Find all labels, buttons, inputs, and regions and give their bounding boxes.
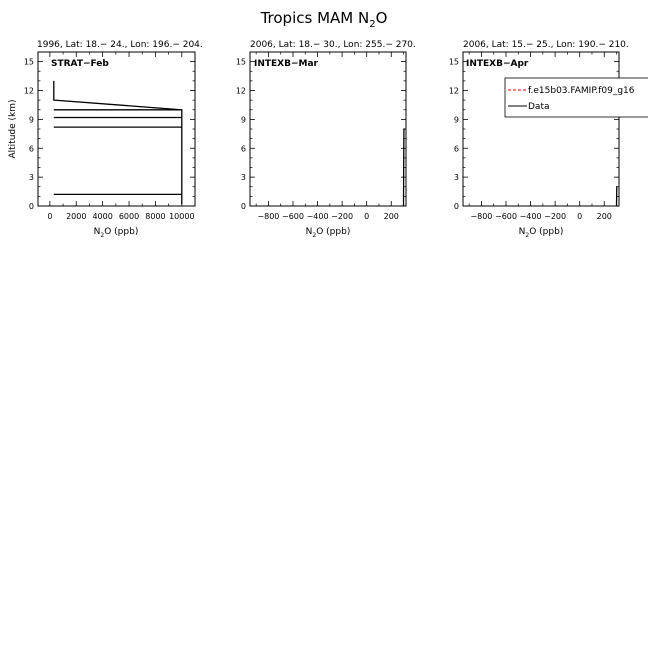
x-axis-label-subscript: 2	[312, 232, 316, 239]
y-tick-label: 12	[449, 87, 459, 96]
page-title-main: Tropics MAM N	[260, 9, 370, 27]
chart-panel-intexb-mar: 2006, Lat: 18.− 30., Lon: 255.− 270. INT…	[236, 40, 416, 239]
y-tick-label: 15	[236, 58, 246, 67]
panel-title: 2006, Lat: 18.− 30., Lon: 255.− 270.	[250, 40, 416, 50]
plot-frame	[249, 51, 407, 207]
panel-label: STRAT−Feb	[51, 59, 109, 69]
data-profile-line	[402, 128, 405, 207]
x-axis-label: N2O (ppb)	[306, 227, 351, 239]
page-title-subscript: 2	[369, 19, 375, 30]
x-tick-label: 0	[47, 212, 52, 221]
x-tick-label: −800	[470, 212, 492, 221]
y-tick-label: 0	[241, 202, 246, 211]
chart-panel-strat-feb: 1996, Lat: 18.− 24., Lon: 196.− 204. STR…	[8, 40, 203, 239]
x-tick-label: −400	[520, 212, 542, 221]
y-tick-label: 3	[454, 173, 459, 182]
data-profile-line	[53, 80, 183, 205]
x-tick-label: 4000	[92, 212, 112, 221]
x-tick-label: 6000	[119, 212, 139, 221]
y-tick-label: 9	[454, 115, 459, 124]
legend-box	[504, 77, 648, 118]
x-axis-label-subscript: 2	[525, 232, 529, 239]
y-tick-label: 15	[449, 58, 459, 67]
y-tick-label: 6	[29, 144, 34, 153]
y-tick-label: 3	[241, 173, 246, 182]
y-tick-label: 6	[241, 144, 246, 153]
x-axis-label-tail: O (ppb)	[316, 227, 350, 237]
chart-panel-intexb-apr: 2006, Lat: 15.− 25., Lon: 190.− 210. INT…	[449, 40, 629, 239]
y-tick-label: 15	[24, 58, 34, 67]
x-tick-label: −800	[257, 212, 279, 221]
x-tick-label: −400	[307, 212, 329, 221]
x-tick-label: 10000	[169, 212, 194, 221]
plot-frame	[37, 51, 196, 207]
legend-data-label: Data	[528, 102, 550, 112]
panel-label: INTEXB−Mar	[254, 59, 319, 69]
legend: f.e15b03.FAMIP.f09_g16 Data	[504, 77, 648, 118]
x-axis-label-tail: O (ppb)	[529, 227, 563, 237]
x-tick-label: −200	[331, 212, 353, 221]
y-tick-label: 0	[29, 202, 34, 211]
x-axis-label-subscript: 2	[100, 232, 104, 239]
x-tick-label: 0	[577, 212, 582, 221]
panel-title: 2006, Lat: 15.− 25., Lon: 190.− 210.	[463, 40, 629, 50]
x-tick-label: −200	[544, 212, 566, 221]
y-tick-label: 9	[29, 115, 34, 124]
panel-label: INTEXB−Apr	[466, 59, 529, 69]
page-title: Tropics MAM N2O	[260, 9, 388, 30]
page-title-tail: O	[376, 9, 388, 27]
x-axis-label: N2O (ppb)	[94, 227, 139, 239]
x-tick-label: 0	[364, 212, 369, 221]
x-axis-label-tail: O (ppb)	[104, 227, 138, 237]
x-tick-label: −600	[282, 212, 304, 221]
data-profile-line	[615, 186, 618, 207]
y-tick-label: 6	[454, 144, 459, 153]
x-tick-label: 8000	[145, 212, 165, 221]
x-axis-label: N2O (ppb)	[519, 227, 564, 239]
y-tick-label: 3	[29, 173, 34, 182]
plot-frame	[462, 51, 620, 207]
x-tick-label: 2000	[66, 212, 86, 221]
x-tick-label: 200	[384, 212, 399, 221]
panel-title: 1996, Lat: 18.− 24., Lon: 196.− 204.	[37, 40, 203, 50]
x-tick-label: −600	[495, 212, 517, 221]
legend-model-label: f.e15b03.FAMIP.f09_g16	[528, 86, 635, 96]
y-tick-label: 0	[454, 202, 459, 211]
x-tick-label: 200	[597, 212, 612, 221]
y-tick-label: 12	[24, 87, 34, 96]
y-tick-label: 12	[236, 87, 246, 96]
y-axis-label: Altitude (km)	[8, 99, 18, 158]
y-tick-label: 9	[241, 115, 246, 124]
